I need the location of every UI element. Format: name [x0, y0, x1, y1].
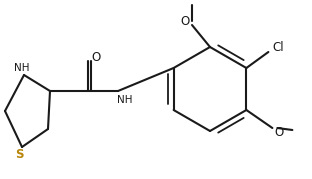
Text: Cl: Cl	[273, 40, 284, 54]
Text: NH: NH	[14, 63, 30, 73]
Text: S: S	[15, 147, 23, 161]
Text: O: O	[91, 50, 101, 64]
Text: O: O	[180, 14, 190, 28]
Text: O: O	[275, 125, 284, 139]
Text: NH: NH	[117, 95, 133, 105]
